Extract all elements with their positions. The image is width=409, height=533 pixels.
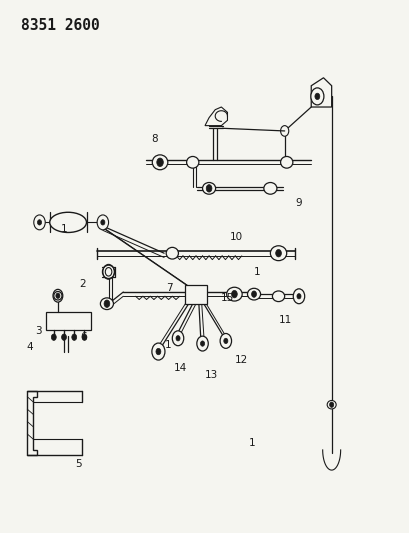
Circle shape xyxy=(200,341,204,346)
Text: 10: 10 xyxy=(229,232,242,243)
Text: 8351 2600: 8351 2600 xyxy=(21,18,100,33)
Circle shape xyxy=(151,343,164,360)
Text: 14: 14 xyxy=(173,362,187,373)
Bar xyxy=(184,285,207,304)
Text: 12: 12 xyxy=(235,354,248,365)
Circle shape xyxy=(292,289,304,304)
Text: 4: 4 xyxy=(26,342,32,352)
Text: 13: 13 xyxy=(204,370,217,381)
Ellipse shape xyxy=(326,400,335,409)
Text: 1: 1 xyxy=(254,267,260,277)
Ellipse shape xyxy=(100,298,113,310)
Ellipse shape xyxy=(202,182,215,194)
Ellipse shape xyxy=(226,287,242,301)
Circle shape xyxy=(251,291,256,297)
Text: 3: 3 xyxy=(35,326,41,336)
Text: 6: 6 xyxy=(80,332,86,342)
Circle shape xyxy=(37,220,41,225)
Circle shape xyxy=(172,331,183,346)
Circle shape xyxy=(82,334,87,341)
Ellipse shape xyxy=(152,155,167,169)
Circle shape xyxy=(296,294,300,299)
Ellipse shape xyxy=(280,157,292,168)
Circle shape xyxy=(220,334,231,349)
Text: 2: 2 xyxy=(79,279,85,288)
Text: 9: 9 xyxy=(294,198,301,208)
Circle shape xyxy=(175,336,180,341)
Text: 15: 15 xyxy=(220,293,234,303)
Circle shape xyxy=(34,215,45,230)
Circle shape xyxy=(51,334,56,341)
Ellipse shape xyxy=(49,212,86,232)
Polygon shape xyxy=(310,78,331,107)
Circle shape xyxy=(155,349,160,355)
Ellipse shape xyxy=(270,246,286,261)
Text: 7: 7 xyxy=(165,283,172,293)
Circle shape xyxy=(156,158,163,166)
Circle shape xyxy=(329,402,333,407)
Ellipse shape xyxy=(54,292,62,300)
Ellipse shape xyxy=(186,157,198,168)
Polygon shape xyxy=(27,391,37,455)
Circle shape xyxy=(196,336,208,351)
Text: 11: 11 xyxy=(278,314,291,325)
Ellipse shape xyxy=(247,288,260,300)
Circle shape xyxy=(104,300,110,308)
Circle shape xyxy=(314,93,319,100)
Circle shape xyxy=(105,268,112,276)
Circle shape xyxy=(53,289,63,302)
Circle shape xyxy=(101,220,105,225)
Circle shape xyxy=(223,338,227,344)
Circle shape xyxy=(231,290,237,298)
Polygon shape xyxy=(204,107,227,126)
Circle shape xyxy=(275,249,281,257)
Text: 1: 1 xyxy=(248,438,255,448)
Circle shape xyxy=(56,293,60,298)
Ellipse shape xyxy=(102,265,115,278)
Ellipse shape xyxy=(166,247,178,259)
Text: 1: 1 xyxy=(61,224,67,235)
Circle shape xyxy=(61,334,66,341)
Circle shape xyxy=(97,215,108,230)
Circle shape xyxy=(206,184,211,192)
Text: 1: 1 xyxy=(164,340,171,350)
Text: 5: 5 xyxy=(75,459,81,469)
Ellipse shape xyxy=(263,182,276,194)
Polygon shape xyxy=(45,312,90,330)
Circle shape xyxy=(280,126,288,136)
Circle shape xyxy=(310,88,323,105)
Text: 8: 8 xyxy=(151,134,157,144)
Ellipse shape xyxy=(272,291,284,302)
Circle shape xyxy=(72,334,76,341)
